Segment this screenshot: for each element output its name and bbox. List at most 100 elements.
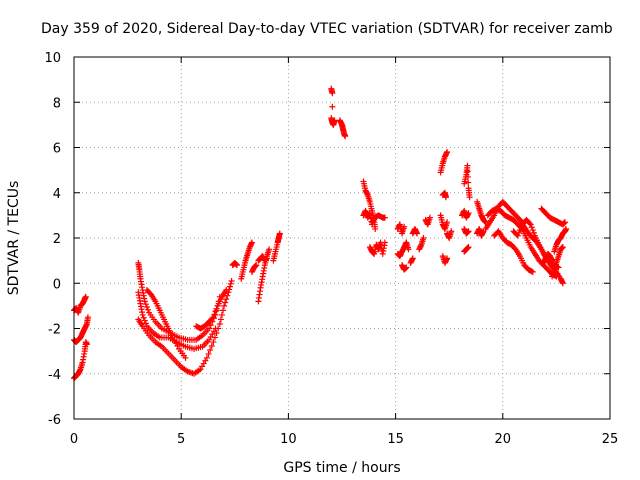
chart-title: Day 359 of 2020, Sidereal Day-to-day VTE… (41, 21, 613, 37)
data-point (514, 232, 521, 239)
data-point (206, 325, 213, 332)
data-point (381, 239, 388, 246)
data-point (466, 194, 473, 201)
data-point (448, 228, 455, 235)
x-tick-label: 0 (70, 432, 78, 447)
data-point (561, 219, 568, 226)
data-point (518, 224, 525, 231)
y-tick-label: 10 (44, 51, 61, 66)
data-point (372, 225, 379, 232)
data-point (144, 306, 151, 313)
data-point (142, 320, 149, 327)
data-point (409, 255, 416, 262)
data-point (465, 210, 472, 217)
data-point (529, 227, 536, 234)
data-point (139, 311, 146, 318)
data-point (381, 214, 388, 221)
data-point (549, 257, 556, 264)
data-point (210, 339, 217, 346)
x-tick-label: 20 (495, 432, 512, 447)
data-point (414, 230, 421, 237)
y-tick-label: -6 (48, 413, 61, 428)
data-point (444, 149, 451, 156)
data-point (212, 308, 219, 315)
data-point (248, 239, 255, 246)
data-point (83, 341, 90, 348)
data-point (526, 220, 533, 227)
data-point (215, 325, 222, 332)
data-point (403, 264, 410, 271)
y-tick-label: -2 (48, 323, 61, 338)
data-point (329, 103, 336, 110)
axis-ticks: 0 5 10 15 20 25 -6 -4 -2 0 2 4 6 8 10 (44, 51, 618, 447)
data-point (263, 255, 270, 262)
data-point (209, 315, 216, 322)
data-point (420, 235, 427, 241)
x-axis-label: GPS time / hours (283, 460, 400, 476)
data-point (527, 221, 534, 228)
grid (74, 57, 610, 419)
data-point (223, 287, 230, 294)
y-tick-label: 2 (53, 232, 61, 247)
data-point (141, 317, 148, 324)
data-point (182, 354, 189, 361)
data-point (207, 346, 214, 353)
data-point (84, 314, 91, 321)
data-point (559, 244, 566, 251)
data-point (233, 262, 240, 269)
data-point (211, 334, 218, 341)
data-point (223, 296, 230, 303)
data-point (227, 280, 234, 287)
data-point (342, 133, 349, 140)
data-point (213, 330, 220, 337)
x-tick-label: 5 (177, 432, 185, 447)
data-point (464, 162, 471, 169)
y-tick-label: 0 (53, 277, 61, 292)
data-point (140, 314, 147, 321)
data-point (221, 302, 228, 309)
data-point (216, 320, 223, 327)
data-point (208, 343, 215, 350)
data-point (222, 299, 229, 306)
data-point (211, 311, 218, 318)
data-point (465, 179, 472, 186)
data-point (253, 262, 260, 269)
data-point (528, 224, 535, 231)
data-point (405, 246, 412, 253)
data-point (559, 280, 566, 287)
data-point (329, 90, 336, 97)
data-point (217, 316, 224, 323)
y-tick-label: 6 (53, 142, 61, 157)
data-point (210, 314, 217, 321)
data-point (205, 350, 212, 357)
data-point (426, 214, 433, 221)
y-tick-label: 4 (53, 187, 61, 202)
data-point (203, 354, 210, 361)
data-point (563, 225, 570, 232)
data-point (266, 246, 273, 253)
plot-frame (73, 56, 611, 420)
data-point (82, 293, 89, 300)
data-point (142, 301, 149, 308)
data-point (213, 305, 220, 312)
data-point (516, 227, 523, 234)
data-point (465, 244, 472, 251)
data-point (530, 229, 537, 236)
data-point (442, 194, 449, 201)
y-axis-label: SDTVAR / TECUs (6, 181, 22, 296)
data-point (218, 311, 225, 318)
data-point (226, 283, 233, 290)
data-point (276, 230, 283, 237)
data-point (464, 173, 471, 180)
x-tick-label: 25 (602, 432, 619, 447)
data-point (228, 277, 235, 284)
data-points (71, 85, 570, 382)
data-point (143, 304, 150, 311)
data-point (529, 268, 536, 275)
y-tick-label: -4 (48, 368, 61, 383)
data-point (444, 219, 451, 226)
data-point (464, 168, 471, 175)
data-point (444, 255, 451, 262)
data-point (401, 223, 408, 230)
